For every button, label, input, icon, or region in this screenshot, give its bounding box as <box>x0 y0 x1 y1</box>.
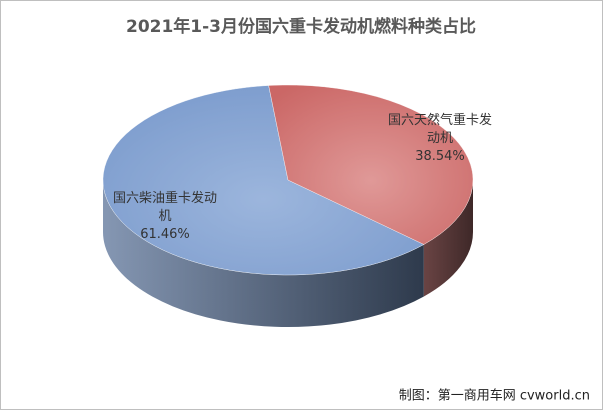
category-label: 国六柴油重卡发动机 <box>113 191 218 224</box>
data-label: 国六柴油重卡发动机 61.46% <box>113 190 217 244</box>
value-label: 38.54% <box>415 149 465 164</box>
slice-tint <box>268 84 474 245</box>
category-label: 国六天然气重卡发动机 <box>388 113 493 146</box>
pie-slice <box>268 84 474 245</box>
slice-side <box>103 180 424 327</box>
data-label: 国六天然气重卡发动机 38.54% <box>388 112 492 166</box>
data-label-box: 国六柴油重卡发动机 61.46% <box>113 190 217 244</box>
pie-slice <box>102 85 425 276</box>
slice-tint <box>103 85 424 275</box>
chart-title: 2021年1-3月份国六重卡发动机燃料种类占比 <box>126 16 476 37</box>
source-note: 制图：第一商用车网 cvworld.cn <box>399 388 590 404</box>
data-label-box: 国六天然气重卡发动机 38.54% <box>388 112 492 166</box>
slice-side <box>423 180 473 297</box>
value-label: 61.46% <box>140 227 190 242</box>
